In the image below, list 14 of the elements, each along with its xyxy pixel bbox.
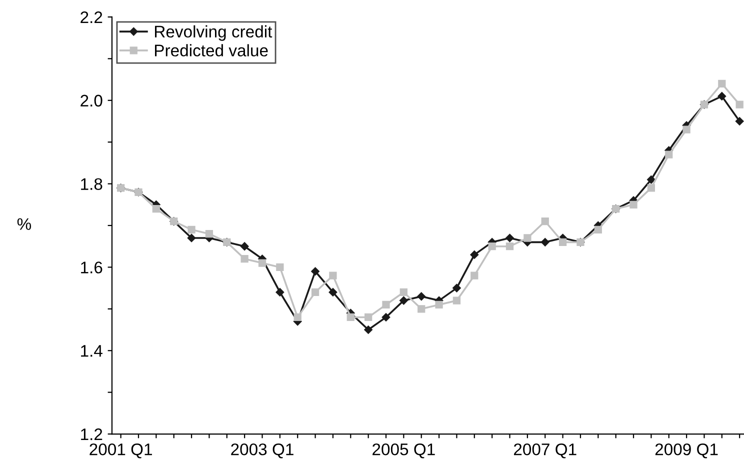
y-tick-label: 1.8 — [81, 178, 102, 190]
y-tick-label: 2.2 — [80, 11, 102, 24]
y-tick-label: 1.2 — [81, 428, 102, 440]
legend-label: Predicted value — [155, 44, 268, 56]
y-tick-label: 1.6 — [81, 262, 102, 274]
y-tick-label: 2.0 — [80, 94, 102, 107]
y-axis-title: % — [17, 218, 32, 230]
x-tick-label: 2005 Q1 — [372, 443, 435, 458]
x-tick-label: 2007 Q1 — [514, 443, 576, 458]
x-tick-label: 2001 Q1 — [90, 443, 152, 458]
legend-label: Revolving credit — [155, 25, 272, 41]
x-tick-label: 2009 Q1 — [655, 443, 718, 458]
x-tick-label: 2003 Q1 — [231, 443, 294, 458]
y-tick-label: 1.4 — [81, 345, 102, 357]
